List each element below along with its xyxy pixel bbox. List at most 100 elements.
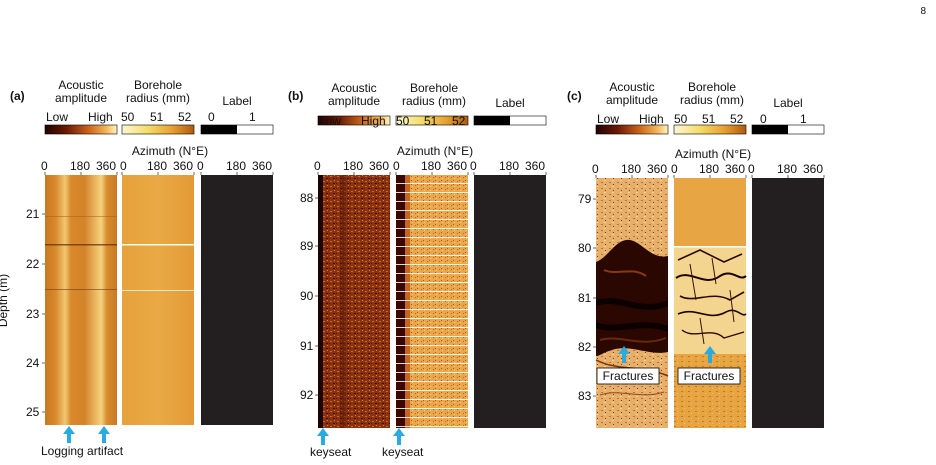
label-track-c	[752, 178, 824, 428]
acoustic-colorbar-c	[595, 124, 669, 135]
panel-b	[315, 115, 547, 445]
radius-colorbar-b	[395, 115, 469, 126]
acoustic-track-b	[318, 175, 390, 428]
depth-tick-b-91: 91	[300, 339, 314, 353]
annotation-keyseat-left: keyseat	[310, 445, 352, 459]
depth-tick-c-80: 80	[578, 241, 592, 255]
depth-tick-a-23: 23	[26, 307, 40, 321]
az-tick-a1-360: 360	[96, 159, 117, 173]
annotation-fractures-left: Fractures	[602, 369, 654, 383]
radius-tick-52-a: 52	[178, 110, 192, 124]
label-tick-1-a: 1	[249, 110, 256, 124]
acoustic-low-b: Low	[319, 114, 342, 128]
az-tick-b3-180: 180	[499, 159, 520, 173]
depth-tick-a-22: 22	[26, 257, 40, 271]
acoustic-colorbar-a	[44, 124, 118, 135]
radius-tick-51-a: 51	[150, 110, 164, 124]
acoustic-low-a: Low	[46, 110, 69, 124]
panel-label-c: (c)	[567, 89, 582, 103]
acoustic-high-c: High	[639, 112, 664, 126]
acoustic-high-b: High	[361, 114, 386, 128]
label-title-a: Label	[222, 94, 252, 108]
depth-tick-c-81: 81	[578, 291, 592, 305]
az-tick-c3-0: 0	[748, 162, 755, 176]
acoustic-high-a: High	[88, 110, 113, 124]
az-tick-b2-180: 180	[421, 159, 442, 173]
az-tick-c1-360: 360	[647, 162, 668, 176]
acoustic-colorbar-b	[317, 115, 391, 126]
label-colorbar-c	[751, 124, 825, 135]
radius-tick-50-b: 50	[396, 114, 410, 128]
annotation-keyseat-right: keyseat	[382, 445, 424, 459]
az-tick-c3-180: 180	[777, 162, 798, 176]
depth-tick-a-25: 25	[26, 405, 40, 419]
depth-tick-c-79: 79	[578, 192, 592, 206]
radius-title-c: Borehole radius (mm)	[679, 80, 744, 107]
panel-a	[42, 124, 274, 443]
az-tick-c2-180: 180	[699, 162, 720, 176]
label-tick-1-c: 1	[800, 112, 807, 126]
label-track-b	[474, 175, 546, 428]
page-number: 8	[920, 6, 926, 17]
az-tick-a1-0: 0	[41, 159, 48, 173]
az-tick-b1-360: 360	[369, 159, 390, 173]
depth-tick-c-83: 83	[578, 389, 592, 403]
acoustic-track-a	[45, 175, 117, 425]
azimuth-title-a: Azimuth (N°E)	[131, 144, 209, 158]
fractures-box-right	[677, 367, 741, 385]
depth-tick-b-88: 88	[300, 191, 314, 205]
az-tick-c3-360: 360	[803, 162, 824, 176]
az-tick-a2-180: 180	[147, 159, 168, 173]
depth-tick-b-89: 89	[300, 239, 314, 253]
depth-axis-label: Depth (m)	[0, 273, 11, 328]
radius-title-b: Borehole radius (mm)	[401, 81, 466, 108]
label-title-c: Label	[773, 96, 803, 110]
radius-colorbar-a	[121, 124, 195, 135]
depth-tick-a-24: 24	[26, 356, 40, 370]
label-title-b: Label	[495, 96, 525, 110]
panel-c	[593, 124, 825, 428]
artifact-arrows	[63, 426, 110, 443]
label-colorbar-b	[473, 115, 547, 126]
az-tick-c2-0: 0	[671, 162, 678, 176]
depth-tick-b-92: 92	[300, 388, 314, 402]
depth-tick-c-82: 82	[578, 340, 592, 354]
az-tick-b2-360: 360	[447, 159, 468, 173]
label-tick-0-c: 0	[760, 112, 767, 126]
az-tick-c1-0: 0	[592, 162, 599, 176]
radius-tick-52-b: 52	[452, 114, 466, 128]
fracture-arrows	[618, 346, 716, 363]
radius-title-a: Borehole radius (mm)	[125, 78, 190, 105]
az-tick-b1-180: 180	[343, 159, 364, 173]
radius-tick-50-c: 50	[674, 112, 688, 126]
radius-tick-51-b: 51	[424, 114, 438, 128]
az-tick-a3-360: 360	[252, 159, 273, 173]
az-tick-b3-360: 360	[525, 159, 546, 173]
az-tick-a1-180: 180	[70, 159, 91, 173]
panel-label-a: (a)	[10, 89, 25, 103]
azimuth-title-c: Azimuth (N°E)	[674, 147, 752, 161]
label-colorbar-a	[200, 124, 274, 135]
annotation-logging-artifact: Logging artifact	[41, 444, 124, 458]
acoustic-title-a: Acoustic amplitude	[54, 78, 108, 105]
az-tick-b2-0: 0	[393, 159, 400, 173]
radius-track-a	[122, 175, 194, 425]
az-tick-b3-0: 0	[470, 159, 477, 173]
annotation-fractures-right: Fractures	[683, 369, 735, 383]
label-track-a	[201, 175, 273, 425]
radius-tick-50-a: 50	[121, 110, 135, 124]
az-tick-b1-0: 0	[314, 159, 321, 173]
radius-colorbar-c	[673, 124, 747, 135]
azimuth-title-b: Azimuth (N°E)	[396, 144, 474, 158]
panel-label-b: (b)	[288, 89, 304, 103]
az-tick-c2-360: 360	[725, 162, 746, 176]
az-tick-a3-180: 180	[226, 159, 247, 173]
keyseat-arrows	[317, 428, 405, 445]
acoustic-title-b: Acoustic amplitude	[327, 81, 381, 108]
label-tick-0-a: 0	[208, 110, 215, 124]
az-tick-a2-360: 360	[173, 159, 194, 173]
depth-tick-b-90: 90	[300, 289, 314, 303]
radius-tick-52-c: 52	[730, 112, 744, 126]
radius-tick-51-c: 51	[702, 112, 716, 126]
acoustic-low-c: Low	[597, 112, 620, 126]
